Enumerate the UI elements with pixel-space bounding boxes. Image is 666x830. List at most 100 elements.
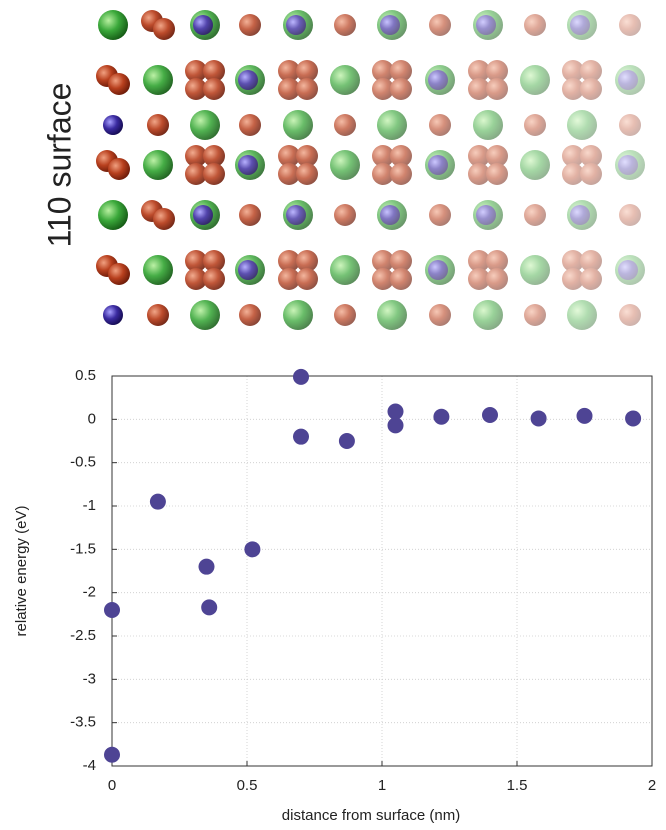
panel-label: 110 surface: [41, 83, 77, 248]
atom-group: [619, 114, 641, 136]
atom-group: [429, 204, 451, 226]
atom-group: [330, 150, 360, 180]
atom: [153, 18, 175, 40]
atom-group: [473, 200, 503, 230]
atom-group: [96, 150, 130, 180]
atom: [473, 110, 503, 140]
atom: [108, 263, 130, 285]
atom-group: [562, 250, 602, 290]
atom: [377, 110, 407, 140]
atom: [520, 150, 550, 180]
atom: [239, 114, 261, 136]
atom: [203, 250, 225, 272]
atom-group: [141, 10, 175, 40]
atom: [567, 110, 597, 140]
atom: [486, 268, 508, 290]
atom-group: [567, 110, 597, 140]
atom: [619, 304, 641, 326]
atom: [580, 145, 602, 167]
atom: [562, 250, 584, 272]
atom-group: [468, 145, 508, 185]
atom: [278, 268, 300, 290]
atom: [296, 268, 318, 290]
atom-group: [334, 204, 356, 226]
atom-group: [524, 14, 546, 36]
atom: [278, 163, 300, 185]
atom-group: [468, 60, 508, 100]
atom: [278, 145, 300, 167]
atom-group: [147, 304, 169, 326]
atom-group: [239, 304, 261, 326]
atom: [238, 70, 258, 90]
atom-structure: [96, 10, 645, 330]
atom: [428, 70, 448, 90]
atom: [185, 163, 207, 185]
atom: [185, 60, 207, 82]
atom: [562, 145, 584, 167]
atom-group: [520, 255, 550, 285]
atom-group: [239, 14, 261, 36]
chart: 0.5 0 -0.5 -1 -1.5 -2 -2.5 -3 -3.5 -4 0 0.5 1 1.5 2: [70, 367, 656, 794]
atom-group: [330, 255, 360, 285]
atom-group: [103, 115, 123, 135]
atom: [238, 260, 258, 280]
atom: [468, 163, 490, 185]
y-tick-label: -3: [83, 670, 96, 687]
atom-group: [425, 255, 455, 285]
atom-group: [372, 60, 412, 100]
atom: [562, 163, 584, 185]
atom: [476, 15, 496, 35]
data-point: [433, 408, 450, 425]
atom-group: [278, 60, 318, 100]
atom: [296, 250, 318, 272]
atom-group: [334, 14, 356, 36]
atom-group: [377, 110, 407, 140]
atom: [520, 65, 550, 95]
atom: [278, 60, 300, 82]
atom: [185, 250, 207, 272]
atom-group: [520, 150, 550, 180]
atom: [193, 205, 213, 225]
atom-group: [615, 255, 645, 285]
atom: [239, 204, 261, 226]
y-tick-label: 0: [88, 410, 96, 427]
atom-group: [98, 10, 128, 40]
data-point: [338, 433, 355, 449]
data-point: [104, 746, 120, 763]
atom: [429, 304, 451, 326]
atom: [334, 14, 356, 36]
x-tick-label: 1.5: [507, 777, 528, 794]
y-tick-label: -4: [83, 757, 96, 774]
atom: [476, 205, 496, 225]
atom: [390, 78, 412, 100]
y-tick-label: -0.5: [70, 454, 96, 471]
atom-group: [473, 110, 503, 140]
atom: [486, 78, 508, 100]
atom: [330, 255, 360, 285]
atom: [372, 250, 394, 272]
atom-group: [239, 114, 261, 136]
atom: [185, 145, 207, 167]
atom: [390, 145, 412, 167]
atom-group: [524, 204, 546, 226]
atom: [618, 260, 638, 280]
data-point: [201, 599, 218, 616]
atom: [193, 15, 213, 35]
atom: [103, 305, 123, 325]
y-tick-label: -2: [83, 584, 96, 601]
atom-group: [235, 150, 265, 180]
atom: [390, 163, 412, 185]
y-axis-label: relative energy (eV): [13, 506, 30, 637]
atom-group: [96, 65, 130, 95]
atom: [185, 268, 207, 290]
atom-group: [377, 300, 407, 330]
atom: [486, 250, 508, 272]
data-point: [293, 428, 309, 445]
atom: [429, 114, 451, 136]
atom: [98, 200, 128, 230]
atom: [203, 145, 225, 167]
atom-group: [185, 60, 225, 100]
atom: [580, 78, 602, 100]
atom: [390, 268, 412, 290]
